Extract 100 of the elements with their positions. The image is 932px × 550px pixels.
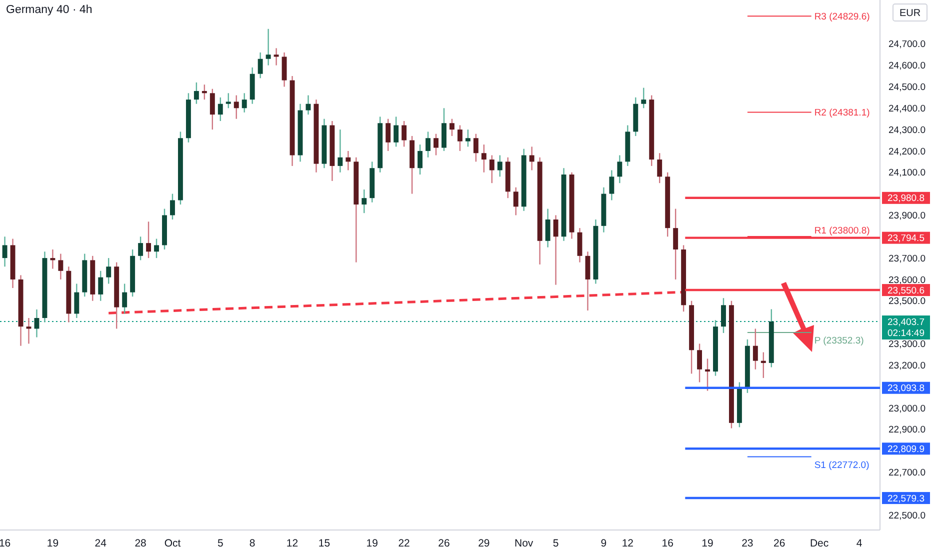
series-label: R2 (24381.1) [814,108,870,119]
candlestick [752,328,758,370]
candlestick [473,133,478,162]
x-tick-label: 19 [702,538,714,550]
candlestick [154,238,159,259]
x-tick-label: 28 [134,538,147,550]
chart-title: Germany 40 · 4h [6,4,92,16]
candlestick [609,170,614,201]
candlestick [338,128,343,173]
x-tick-label: 15 [318,538,330,550]
y-tick-label: 24,100.0 [888,168,926,179]
candlestick [497,154,502,178]
series-label: R1 (23800.8) [814,225,870,236]
y-tick-label: 23,500.0 [888,296,926,308]
x-tick-label: 16 [662,538,674,550]
candlestick [210,88,215,130]
y-tick-label: 23,200.0 [888,360,926,372]
text: 02:14:49 [888,328,924,339]
candlestick [697,343,702,383]
candlestick [266,28,271,66]
y-tick-label: 24,500.0 [888,82,926,94]
x-tick-label: 12 [286,538,298,550]
candlestick [106,257,112,284]
candlestick [218,96,223,122]
candlestick [138,236,144,261]
ref-line-label: 23,093.8 [888,383,924,394]
candlestick [258,52,263,79]
candlestick [402,120,407,148]
y-tick-label: 23,700.0 [888,253,926,264]
candlestick [202,84,207,100]
y-tick-label: 22,500.0 [888,510,926,522]
ref-line-label: 23,550.6 [888,285,924,296]
y-tick-label: 23,600.0 [888,274,926,286]
y-tick-label: 24,600.0 [888,60,926,72]
y-tick-label: 24,300.0 [888,124,926,136]
y-tick-label: 22,900.0 [888,424,926,436]
candlestick [418,144,423,176]
candlestick [489,154,494,184]
candlestick [146,221,152,259]
x-tick-label: 8 [249,538,256,550]
x-tick-label: 19 [46,538,59,550]
candlestick [721,297,726,334]
y-tick-label: 22,700.0 [888,468,926,479]
x-tick-label: 5 [552,538,559,550]
x-tick-label: 12 [622,538,634,550]
candlestick [577,227,582,263]
candlestick [553,214,558,286]
y-tick-label: 24,700.0 [888,39,926,50]
candlestick [306,94,311,116]
candlestick [170,193,175,220]
x-tick-label: Dec [810,538,829,550]
candlestick [465,128,470,148]
candlestick [346,150,351,171]
candlestick [194,82,199,104]
x-tick-label: 26 [774,538,786,550]
candlestick [513,186,518,216]
candlestick [426,131,430,158]
candlestick [226,92,231,109]
candlestick [545,208,550,248]
candlestick [122,283,128,314]
x-tick-label: 4 [856,538,862,550]
x-tick-label: 19 [366,538,378,550]
y-tick-label: 24,400.0 [888,103,926,114]
text: EUR [899,8,921,19]
y-tick-label: 24,200.0 [888,146,926,158]
candlestick [386,118,391,152]
candlestick [585,251,590,312]
candlestick [242,92,247,114]
candlestick [450,118,454,137]
ref-line-label: 22,579.3 [888,493,924,504]
x-tick-label: Nov [514,538,534,550]
candlestick [394,116,399,148]
x-tick-label: 9 [600,538,607,550]
candlestick [529,146,534,171]
y-tick-label: 23,900.0 [888,210,926,222]
x-tick-label: 24 [94,538,107,550]
x-tick-label: 23 [742,538,754,550]
series-label: S1 (22772.0) [814,460,870,471]
candlestick [673,208,678,280]
candlestick [74,283,80,319]
x-tick-label: 29 [478,538,490,550]
candlestick [98,270,104,302]
y-tick-label: 23,300.0 [888,339,926,350]
ref-line-label: 22,809.9 [888,444,924,455]
ref-line-label: 23,980.8 [888,193,924,204]
candlestick [434,133,438,156]
candlestick [641,87,646,109]
candlestick [481,144,486,173]
candlestick [50,248,56,270]
x-tick-label: Oct [164,538,181,550]
candlestick [657,152,662,184]
candlestick [617,154,622,184]
y-tick-label: 23,000.0 [888,403,926,414]
series-label: P (23352.3) [814,335,864,346]
x-tick-label: 26 [438,538,450,550]
candlestick [705,358,710,392]
x-tick-label: 5 [217,538,224,550]
ref-line-label: 23,403.7 [888,316,924,328]
candlestick [274,48,279,66]
candlestick [362,188,367,214]
